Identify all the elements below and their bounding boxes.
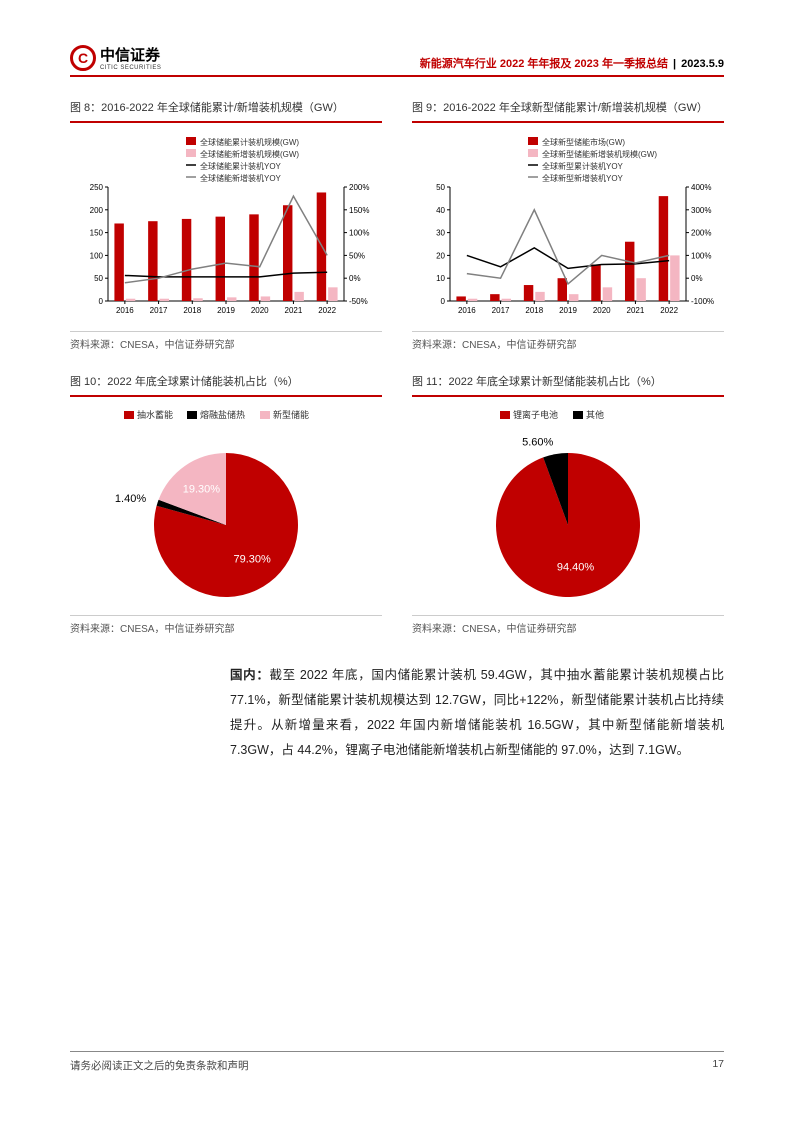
svg-text:300%: 300% — [691, 206, 711, 215]
svg-text:150%: 150% — [349, 206, 369, 215]
svg-text:250: 250 — [90, 183, 104, 192]
footer-disclaimer: 请务必阅读正文之后的免责条款和声明 — [70, 1058, 249, 1073]
chart-11-canvas: 锂离子电池 其他 94.40% 5.60% — [412, 407, 724, 607]
content: 图 8：2016-2022 年全球储能累计/新增装机规模（GW） 全球储能累计装… — [70, 95, 724, 763]
svg-text:2016: 2016 — [458, 306, 476, 315]
svg-text:全球新型储能市场(GW): 全球新型储能市场(GW) — [542, 137, 625, 147]
svg-text:全球储能新增装机YOY: 全球储能新增装机YOY — [200, 173, 282, 183]
chart-10: 图 10：2022 年底全球累计储能装机占比（%） 抽水蓄能 熔融盐储热 新型储能 7… — [70, 369, 382, 635]
svg-text:全球储能累计装机YOY: 全球储能累计装机YOY — [200, 161, 282, 171]
chart-11: 图 11：2022 年底全球累计新型储能装机占比（%） 锂离子电池 其他 94.40… — [412, 369, 724, 635]
svg-text:2018: 2018 — [525, 306, 543, 315]
svg-text:0%: 0% — [691, 274, 703, 283]
logo-text-en: CITIC SECURITIES — [100, 65, 161, 71]
svg-text:19.30%: 19.30% — [183, 484, 221, 496]
svg-text:100: 100 — [90, 251, 104, 260]
page-footer: 请务必阅读正文之后的免责条款和声明 17 — [70, 1051, 724, 1073]
header-title: 新能源汽车行业 2022 年年报及 2023 年一季报总结 | 2023.5.9 — [420, 55, 724, 71]
svg-text:抽水蓄能: 抽水蓄能 — [137, 409, 173, 420]
logo-text-cn: 中信证券 — [100, 47, 160, 64]
page-header: C 中信证券 CITIC SECURITIES 新能源汽车行业 2022 年年报… — [70, 44, 724, 77]
svg-text:2019: 2019 — [217, 306, 235, 315]
body-paragraph: 国内：截至 2022 年底，国内储能累计装机 59.4GW，其中抽水蓄能累计装机… — [230, 663, 724, 763]
svg-text:新型储能: 新型储能 — [273, 409, 309, 420]
svg-text:2019: 2019 — [559, 306, 577, 315]
svg-text:5.60%: 5.60% — [522, 436, 553, 448]
svg-text:2020: 2020 — [593, 306, 611, 315]
svg-text:全球新型储能新增装机规模(GW): 全球新型储能新增装机规模(GW) — [542, 149, 657, 159]
svg-text:2021: 2021 — [627, 306, 645, 315]
svg-text:2022: 2022 — [318, 306, 336, 315]
svg-text:40: 40 — [436, 206, 445, 215]
svg-text:400%: 400% — [691, 183, 711, 192]
svg-text:79.30%: 79.30% — [233, 553, 271, 565]
svg-text:94.40%: 94.40% — [557, 562, 595, 574]
chart-9-title: 图 9：2016-2022 年全球新型储能累计/新增装机规模（GW） — [412, 95, 724, 123]
svg-text:其他: 其他 — [586, 409, 604, 420]
svg-text:2021: 2021 — [285, 306, 303, 315]
svg-text:2016: 2016 — [116, 306, 134, 315]
chart-10-title: 图 10：2022 年底全球累计储能装机占比（%） — [70, 369, 382, 397]
svg-text:200: 200 — [90, 206, 104, 215]
svg-text:全球新型新增装机YOY: 全球新型新增装机YOY — [542, 173, 624, 183]
logo-icon: C — [70, 45, 96, 71]
svg-text:2017: 2017 — [492, 306, 510, 315]
svg-text:锂离子电池: 锂离子电池 — [513, 409, 558, 420]
chart-11-source: 资料来源：CNESA，中信证券研究部 — [412, 615, 724, 635]
chart-11-title: 图 11：2022 年底全球累计新型储能装机占比（%） — [412, 369, 724, 397]
chart-10-source: 资料来源：CNESA，中信证券研究部 — [70, 615, 382, 635]
svg-text:1.40%: 1.40% — [115, 493, 146, 505]
svg-text:-50%: -50% — [349, 297, 368, 306]
chart-9-source: 资料来源：CNESA，中信证券研究部 — [412, 331, 724, 351]
svg-text:30: 30 — [436, 229, 445, 238]
svg-text:全球储能累计装机规模(GW): 全球储能累计装机规模(GW) — [200, 137, 299, 147]
logo: C 中信证券 CITIC SECURITIES — [70, 44, 161, 71]
svg-text:50: 50 — [436, 183, 445, 192]
svg-text:10: 10 — [436, 274, 445, 283]
chart-9: 图 9：2016-2022 年全球新型储能累计/新增装机规模（GW） 全球新型储… — [412, 95, 724, 351]
svg-text:熔融盐储热: 熔融盐储热 — [200, 409, 245, 420]
chart-8-title: 图 8：2016-2022 年全球储能累计/新增装机规模（GW） — [70, 95, 382, 123]
svg-text:0%: 0% — [349, 274, 361, 283]
chart-8-source: 资料来源：CNESA，中信证券研究部 — [70, 331, 382, 351]
svg-text:全球储能新增装机规模(GW): 全球储能新增装机规模(GW) — [200, 149, 299, 159]
svg-text:100%: 100% — [691, 251, 711, 260]
svg-text:200%: 200% — [691, 229, 711, 238]
chart-10-canvas: 抽水蓄能 熔融盐储热 新型储能 79.30% 1.40% 19.30% — [70, 407, 382, 607]
svg-text:2022: 2022 — [660, 306, 678, 315]
svg-text:2018: 2018 — [183, 306, 201, 315]
svg-text:50: 50 — [94, 274, 103, 283]
chart-9-canvas: 全球新型储能市场(GW) 全球新型储能新增装机规模(GW) 全球新型累计装机YOY 全… — [412, 133, 724, 323]
svg-text:0: 0 — [99, 297, 104, 306]
svg-text:150: 150 — [90, 229, 104, 238]
svg-text:100%: 100% — [349, 229, 369, 238]
svg-text:全球新型累计装机YOY: 全球新型累计装机YOY — [542, 161, 624, 171]
page-number: 17 — [712, 1058, 724, 1073]
svg-text:50%: 50% — [349, 251, 365, 260]
chart-8-canvas: 全球储能累计装机规模(GW) 全球储能新增装机规模(GW) 全球储能累计装机YOY 全… — [70, 133, 382, 323]
svg-text:2020: 2020 — [251, 306, 269, 315]
svg-text:0: 0 — [441, 297, 446, 306]
svg-text:20: 20 — [436, 251, 445, 260]
svg-text:200%: 200% — [349, 183, 369, 192]
chart-8: 图 8：2016-2022 年全球储能累计/新增装机规模（GW） 全球储能累计装… — [70, 95, 382, 351]
svg-text:-100%: -100% — [691, 297, 714, 306]
svg-text:2017: 2017 — [150, 306, 168, 315]
